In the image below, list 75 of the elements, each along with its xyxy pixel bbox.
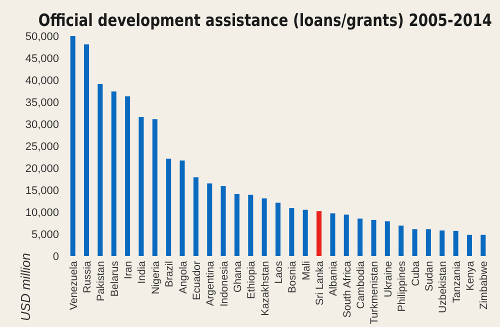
- bar: [358, 218, 363, 256]
- bar: [330, 213, 336, 256]
- y-tick-label: 5,000: [31, 228, 59, 241]
- bar: [193, 177, 198, 256]
- bar: [70, 36, 76, 256]
- bar: [207, 183, 212, 256]
- y-axis-title: USD million: [18, 253, 33, 321]
- bar: [466, 234, 472, 256]
- x-tick-label: Indonesia: [218, 260, 230, 307]
- x-tick-label: Ukraine: [382, 260, 394, 298]
- bar: [384, 221, 390, 256]
- y-tick-label: 10,000: [25, 206, 59, 219]
- bar: [111, 91, 116, 256]
- bar: [166, 158, 172, 256]
- x-tick-label: Albania: [328, 260, 340, 296]
- bar: [248, 194, 254, 256]
- bar: [440, 230, 445, 256]
- x-tick-label: Cuba: [410, 260, 422, 286]
- y-tick-label: 45,000: [25, 52, 59, 65]
- x-tick-label: Sri Lanka: [314, 260, 326, 306]
- x-tick-label: Kazakhstan: [259, 260, 272, 316]
- bar: [302, 210, 308, 256]
- x-tick-label: Russia: [82, 260, 94, 294]
- bar: [398, 226, 404, 256]
- y-tick-label: 35,000: [25, 96, 59, 109]
- bar: [276, 202, 280, 256]
- x-tick-label: Argentina: [204, 260, 217, 306]
- x-tick-label: Belarus: [108, 261, 121, 297]
- x-tick-label: Mali: [300, 261, 312, 280]
- y-tick-label: 25,000: [25, 140, 59, 153]
- x-tick-label: Venezuela: [68, 260, 80, 310]
- bar: [84, 44, 90, 256]
- y-tick-label: 50,000: [25, 30, 59, 43]
- bar: [453, 230, 458, 256]
- bar: [98, 84, 103, 256]
- x-tick-label: Uzbekistan: [437, 260, 450, 313]
- x-tick-label: India: [136, 260, 148, 284]
- x-tick-label: Cambodia: [355, 260, 368, 309]
- bar: [371, 220, 376, 256]
- bar: [138, 116, 144, 256]
- x-tick-label: Pakistan: [95, 260, 108, 302]
- y-tick-label: 15,000: [25, 184, 59, 197]
- y-tick-label: 30,000: [25, 118, 59, 131]
- x-tick-label: Ethiopia: [246, 260, 258, 299]
- bar: [234, 194, 240, 256]
- bar: [480, 234, 486, 256]
- x-tick-label: Turkmenistan: [368, 260, 381, 324]
- y-tick-label: 20,000: [25, 162, 59, 175]
- x-tick-label: Kenya: [464, 260, 476, 291]
- x-tick-label: Sudan: [423, 260, 436, 292]
- x-tick-label: Nigeria: [150, 260, 162, 294]
- x-tick-label: Laos: [273, 261, 285, 284]
- x-tick-label: Iran: [122, 260, 135, 280]
- bar: [344, 214, 349, 256]
- x-tick-label: Brazil: [164, 261, 176, 288]
- bar: [289, 208, 294, 256]
- x-tick-label: South Africa: [341, 260, 354, 318]
- x-tick-label: Tanzania: [450, 260, 463, 304]
- y-tick-label: 0: [52, 250, 59, 263]
- bar: [262, 198, 267, 256]
- x-tick-label: Bosnia: [286, 260, 299, 294]
- bar: [426, 229, 431, 256]
- bar: [180, 160, 185, 256]
- bar: [220, 186, 226, 256]
- y-tick-label: 40,000: [25, 74, 59, 87]
- bar: [412, 229, 418, 256]
- x-tick-label: Zimbabwe: [478, 260, 490, 310]
- chart-title: Official development assistance (loans/grants) 2005-2014: [38, 10, 492, 30]
- bar: [125, 96, 130, 256]
- bar: [152, 119, 158, 256]
- x-tick-label: Angola: [177, 260, 190, 294]
- bar: [316, 211, 322, 256]
- x-tick-label: Ghana: [232, 260, 244, 293]
- x-tick-label: Philippines: [396, 261, 408, 312]
- x-tick-label: Ecuador: [190, 260, 203, 300]
